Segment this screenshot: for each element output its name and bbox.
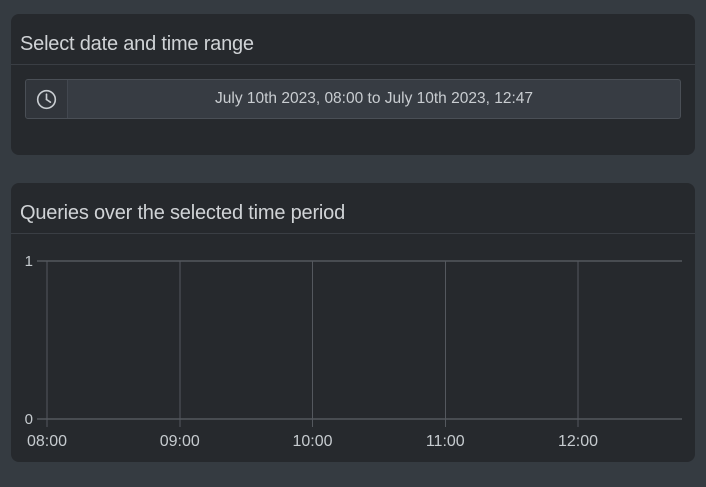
panel-divider	[11, 64, 695, 65]
panel-divider	[11, 233, 695, 234]
date-range-panel-body: July 10th 2023, 08:00 to July 10th 2023,…	[11, 65, 695, 119]
clock-icon	[36, 89, 57, 109]
date-range-panel-header: Select date and time range	[11, 14, 695, 64]
y-tick-label: 0	[25, 411, 33, 428]
y-tick-label: 1	[25, 253, 33, 270]
x-tick-label: 08:00	[27, 433, 67, 450]
x-tick-label: 10:00	[292, 433, 332, 450]
x-tick-label: 11:00	[426, 433, 465, 450]
queries-chart-panel-title: Queries over the selected time period	[20, 202, 345, 224]
queries-chart-panel-header: Queries over the selected time period	[11, 183, 695, 233]
datetime-range-input[interactable]: July 10th 2023, 08:00 to July 10th 2023,…	[215, 90, 533, 107]
x-tick-label: 09:00	[160, 433, 200, 450]
datetime-range-input-group: July 10th 2023, 08:00 to July 10th 2023,…	[25, 79, 681, 119]
queries-chart[interactable]: 0 1 08:00 09:00 10:00 11:00 12:00	[11, 234, 693, 462]
date-range-panel: Select date and time range July 10th 202…	[11, 14, 695, 155]
date-range-panel-title: Select date and time range	[20, 33, 254, 55]
queries-chart-panel: Queries over the selected time period 0 1…	[11, 183, 695, 462]
x-tick-label: 12:00	[558, 433, 598, 450]
datetime-input-addon	[26, 80, 68, 118]
